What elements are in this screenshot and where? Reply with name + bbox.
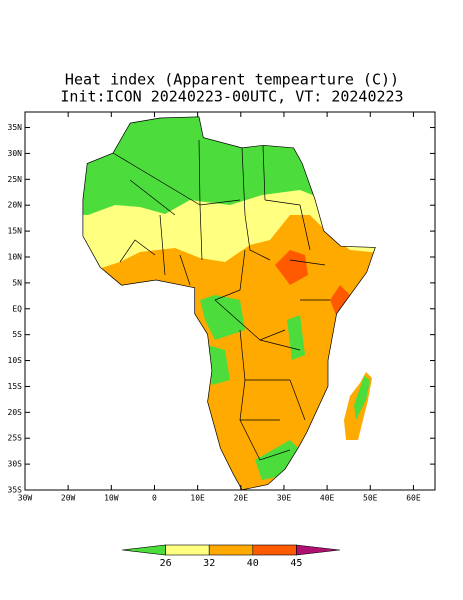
lat-label: 20N <box>8 201 23 210</box>
lat-label: 10S <box>8 356 23 365</box>
lat-label: 5N <box>12 278 22 287</box>
lat-label: 15S <box>8 382 23 391</box>
region <box>330 285 350 320</box>
map-frame <box>24 111 436 491</box>
lon-label: 30E <box>277 494 292 503</box>
madagascar <box>354 376 370 420</box>
region <box>207 345 230 385</box>
lat-label: 25N <box>8 175 23 184</box>
lat-label: 35N <box>8 123 23 132</box>
colorbar-label: 40 <box>247 558 259 569</box>
lon-label: 30W <box>18 494 33 503</box>
lon-label: 10W <box>104 494 119 503</box>
lat-label: 25S <box>8 434 23 443</box>
lon-label: 0 <box>152 494 157 503</box>
colorbar-label: 26 <box>160 558 172 569</box>
region <box>287 315 305 360</box>
lon-label: 40E <box>320 494 335 503</box>
colorbar-segment <box>121 544 166 556</box>
lon-label: 20W <box>61 494 76 503</box>
lon-label: 50E <box>363 494 378 503</box>
colorbar-segment <box>208 544 254 556</box>
subtitle: Init:ICON 20240223-00UTC, VT: 20240223 <box>60 88 403 106</box>
lon-label: 60E <box>406 494 421 503</box>
lat-label: 30S <box>8 460 23 469</box>
lon-label: 10E <box>190 494 205 503</box>
lat-label: 20S <box>8 408 23 417</box>
colorbar-segment <box>165 544 210 556</box>
colorbar-segment <box>252 544 297 556</box>
lat-label: 35S <box>8 486 23 495</box>
lat-label: 10N <box>8 252 23 261</box>
lat-label: 5S <box>12 330 22 339</box>
lon-label: 20E <box>234 494 249 503</box>
lat-label: 15N <box>8 227 23 236</box>
lat-label: 30N <box>8 149 23 158</box>
colorbar-label: 45 <box>290 558 302 569</box>
map <box>25 112 435 491</box>
lat-label: EQ <box>12 304 22 313</box>
region <box>275 250 308 285</box>
title: Heat index (Apparent tempearture (C)) <box>65 71 399 89</box>
colorbar-label: 32 <box>203 558 215 569</box>
colorbar-segment <box>296 544 341 556</box>
region <box>200 295 245 340</box>
region <box>255 440 300 480</box>
